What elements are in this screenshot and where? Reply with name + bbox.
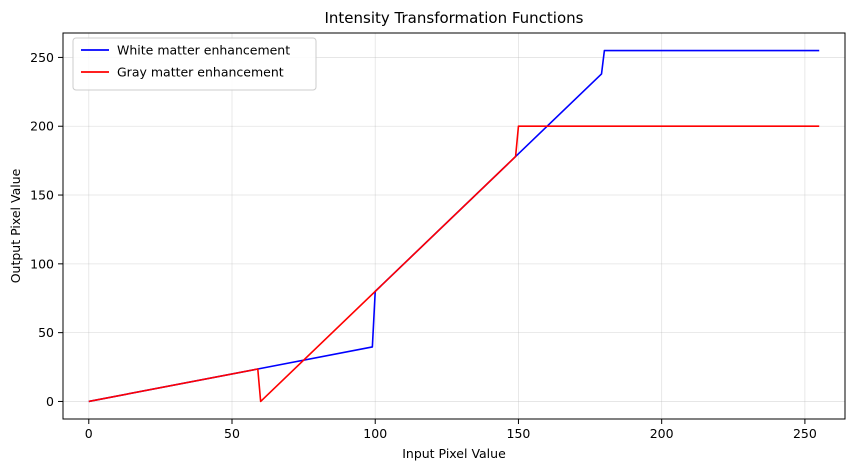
series-line-1 xyxy=(88,125,820,403)
x-tick-label: 50 xyxy=(224,426,240,441)
y-tick-label: 0 xyxy=(46,394,54,409)
x-tick-label: 100 xyxy=(363,426,387,441)
x-axis-label: Input Pixel Value xyxy=(402,446,506,461)
y-axis: 0 50 100 150 200 250 xyxy=(30,50,63,409)
legend-label-white-matter: White matter enhancement xyxy=(117,43,290,58)
x-tick-label: 250 xyxy=(793,426,817,441)
chart-title: Intensity Transformation Functions xyxy=(325,9,584,27)
x-tick-label: 0 xyxy=(85,426,93,441)
y-tick-label: 200 xyxy=(30,119,54,134)
x-axis: 0 50 100 150 200 250 xyxy=(85,419,817,441)
series-layer xyxy=(88,49,820,403)
x-tick-label: 150 xyxy=(507,426,531,441)
y-tick-label: 50 xyxy=(38,325,54,340)
y-tick-label: 100 xyxy=(30,256,54,271)
y-tick-label: 150 xyxy=(30,188,54,203)
y-tick-label: 250 xyxy=(30,50,54,65)
y-axis-label: Output Pixel Value xyxy=(8,168,23,283)
legend: White matter enhancement Gray matter enh… xyxy=(72,37,317,91)
legend-label-gray-matter: Gray matter enhancement xyxy=(117,65,284,80)
legend-box xyxy=(72,37,317,91)
plot-frame xyxy=(62,32,846,420)
x-tick-label: 200 xyxy=(650,426,674,441)
